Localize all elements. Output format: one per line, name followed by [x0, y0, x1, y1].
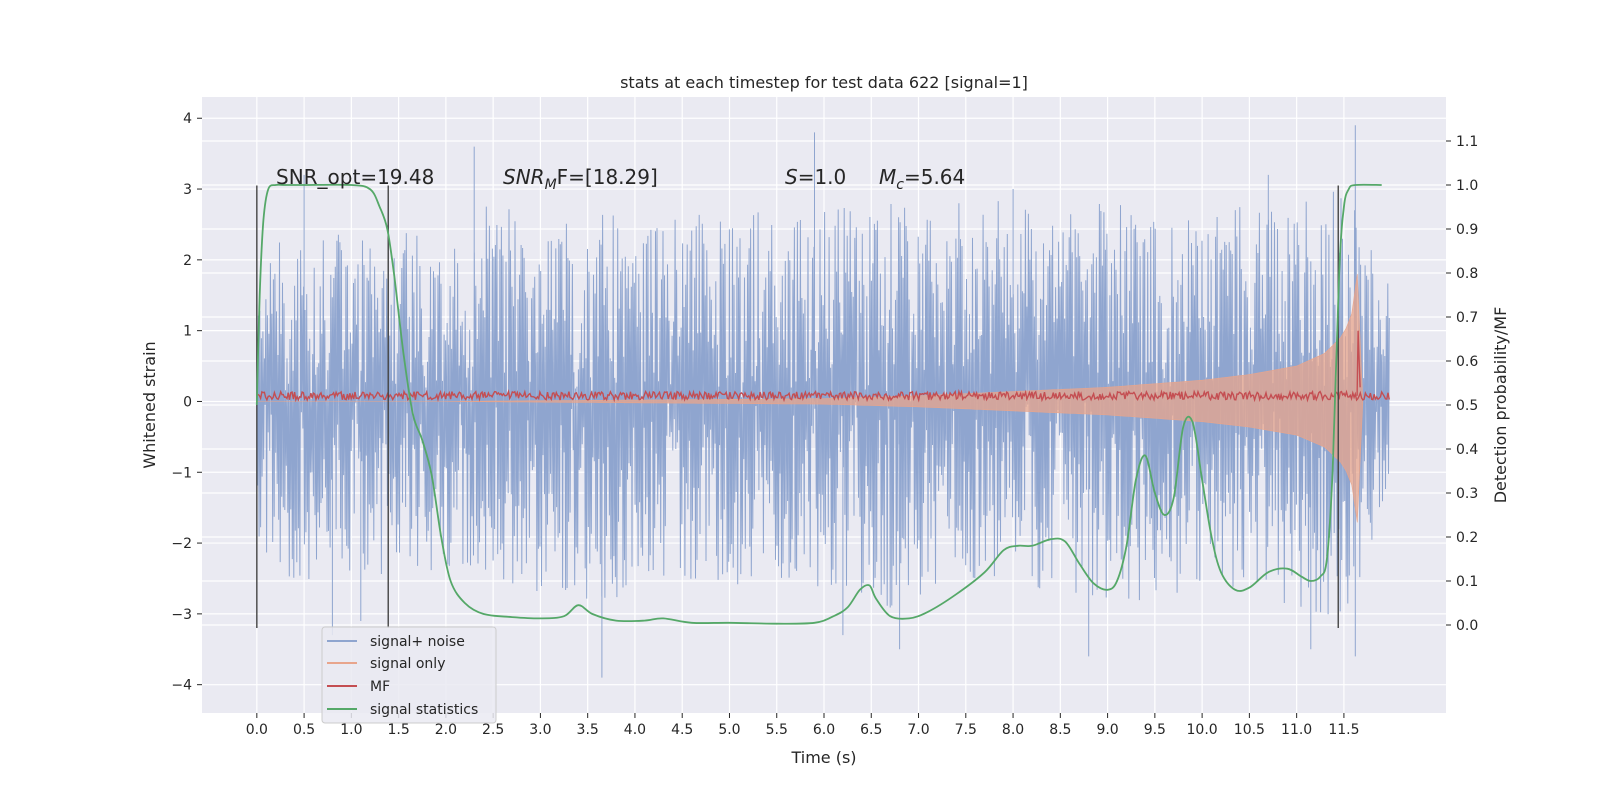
series-signal-only	[256, 274, 1364, 523]
y-tick-label: −3	[171, 607, 192, 623]
x-tick-label: 1.5	[387, 722, 409, 738]
y-right-tick-label: 0.7	[1456, 310, 1478, 326]
x-tick-label: 8.0	[1002, 722, 1024, 738]
x-tick-label: 8.5	[1049, 722, 1071, 738]
x-tick-label: 6.5	[860, 722, 882, 738]
x-axis-ticks: 0.0 0.5 1.0 1.5 2.0 2.5 3.0 3.5 4.0 4.5 5.0 5.5 6.0 6…	[246, 713, 1359, 738]
y-right-tick-label: 0.9	[1456, 222, 1478, 238]
y-tick-label: −2	[171, 536, 192, 552]
legend-box	[321, 626, 497, 724]
y-right-tick-label: 0.5	[1456, 398, 1478, 414]
y-tick-label: 1	[183, 324, 192, 340]
x-tick-label: 6.0	[813, 722, 835, 738]
chart-title: stats at each timestep for test data 622…	[620, 73, 1028, 92]
y-right-tick-label: 1.0	[1456, 178, 1478, 194]
annotation-mc: Mc=5.64	[879, 165, 965, 193]
y-right-axis-label: Detection probability/MF	[1491, 307, 1510, 504]
series-signal-statistics	[255, 183, 1382, 625]
y-right-tick-label: 0.8	[1456, 266, 1478, 282]
annotation-s: S=1.0	[785, 165, 846, 189]
y-right-tick-label: 0.3	[1456, 486, 1478, 502]
x-tick-label: 4.0	[624, 722, 646, 738]
y-right-tick-label: 0.0	[1456, 618, 1478, 634]
x-tick-label: 11.5	[1328, 722, 1359, 738]
x-axis-label: Time (s)	[790, 748, 856, 767]
y-axis-ticks: −4 −3 −2 −1 0 1 2 3 4	[171, 111, 202, 694]
x-tick-label: 10.5	[1234, 722, 1265, 738]
annotation-snr-opt: SNR_opt=19.48	[276, 165, 434, 189]
x-tick-label: 0.0	[246, 722, 268, 738]
x-tick-label: 7.0	[907, 722, 929, 738]
x-tick-label: 9.0	[1096, 722, 1118, 738]
x-tick-label: 1.0	[340, 722, 362, 738]
y-right-tick-label: 1.1	[1456, 134, 1478, 150]
y-tick-label: 2	[183, 253, 192, 269]
x-tick-label: 10.0	[1187, 722, 1218, 738]
y-tick-label: 0	[183, 394, 192, 410]
x-tick-label: 5.0	[718, 722, 740, 738]
x-tick-label: 3.5	[577, 722, 599, 738]
y-tick-label: −1	[171, 465, 192, 481]
y-axis-label: Whitened strain	[140, 341, 159, 468]
x-tick-label: 3.0	[529, 722, 551, 738]
x-tick-label: 5.5	[766, 722, 788, 738]
y-tick-label: −4	[171, 678, 192, 694]
y-right-tick-label: 0.2	[1456, 530, 1478, 546]
series-mf	[256, 330, 1390, 403]
y-right-tick-label: 0.1	[1456, 574, 1478, 590]
legend-label-signal-noise: signal+ noise	[370, 634, 465, 650]
legend-label-mf: MF	[370, 679, 390, 695]
x-tick-label: 11.0	[1281, 722, 1312, 738]
legend-label-signal-only: signal only	[370, 656, 445, 672]
y-right-tick-label: 0.6	[1456, 354, 1478, 370]
x-tick-label: 9.5	[1144, 722, 1166, 738]
y-right-axis-ticks: 0.0 0.1 0.2 0.3 0.4 0.5 0.6 0.7 0.8 0.9 1.0 1.1	[1446, 134, 1478, 634]
x-tick-label: 4.5	[671, 722, 693, 738]
y-right-tick-label: 0.4	[1456, 442, 1478, 458]
detection-markers	[256, 185, 1339, 629]
x-tick-label: 7.5	[955, 722, 977, 738]
x-tick-label: 2.0	[435, 722, 457, 738]
x-tick-label: 0.5	[293, 722, 315, 738]
series-signal-noise	[256, 125, 1390, 678]
y-tick-label: 3	[183, 182, 192, 198]
annotation-snr-mf: SNRMF=[18.29]	[503, 165, 658, 193]
y-tick-label: 4	[183, 111, 192, 127]
x-tick-label: 2.5	[482, 722, 504, 738]
legend-label-signal-statistics: signal statistics	[370, 702, 478, 718]
legend: signal+ noise signal only MF signal stat…	[321, 626, 497, 724]
